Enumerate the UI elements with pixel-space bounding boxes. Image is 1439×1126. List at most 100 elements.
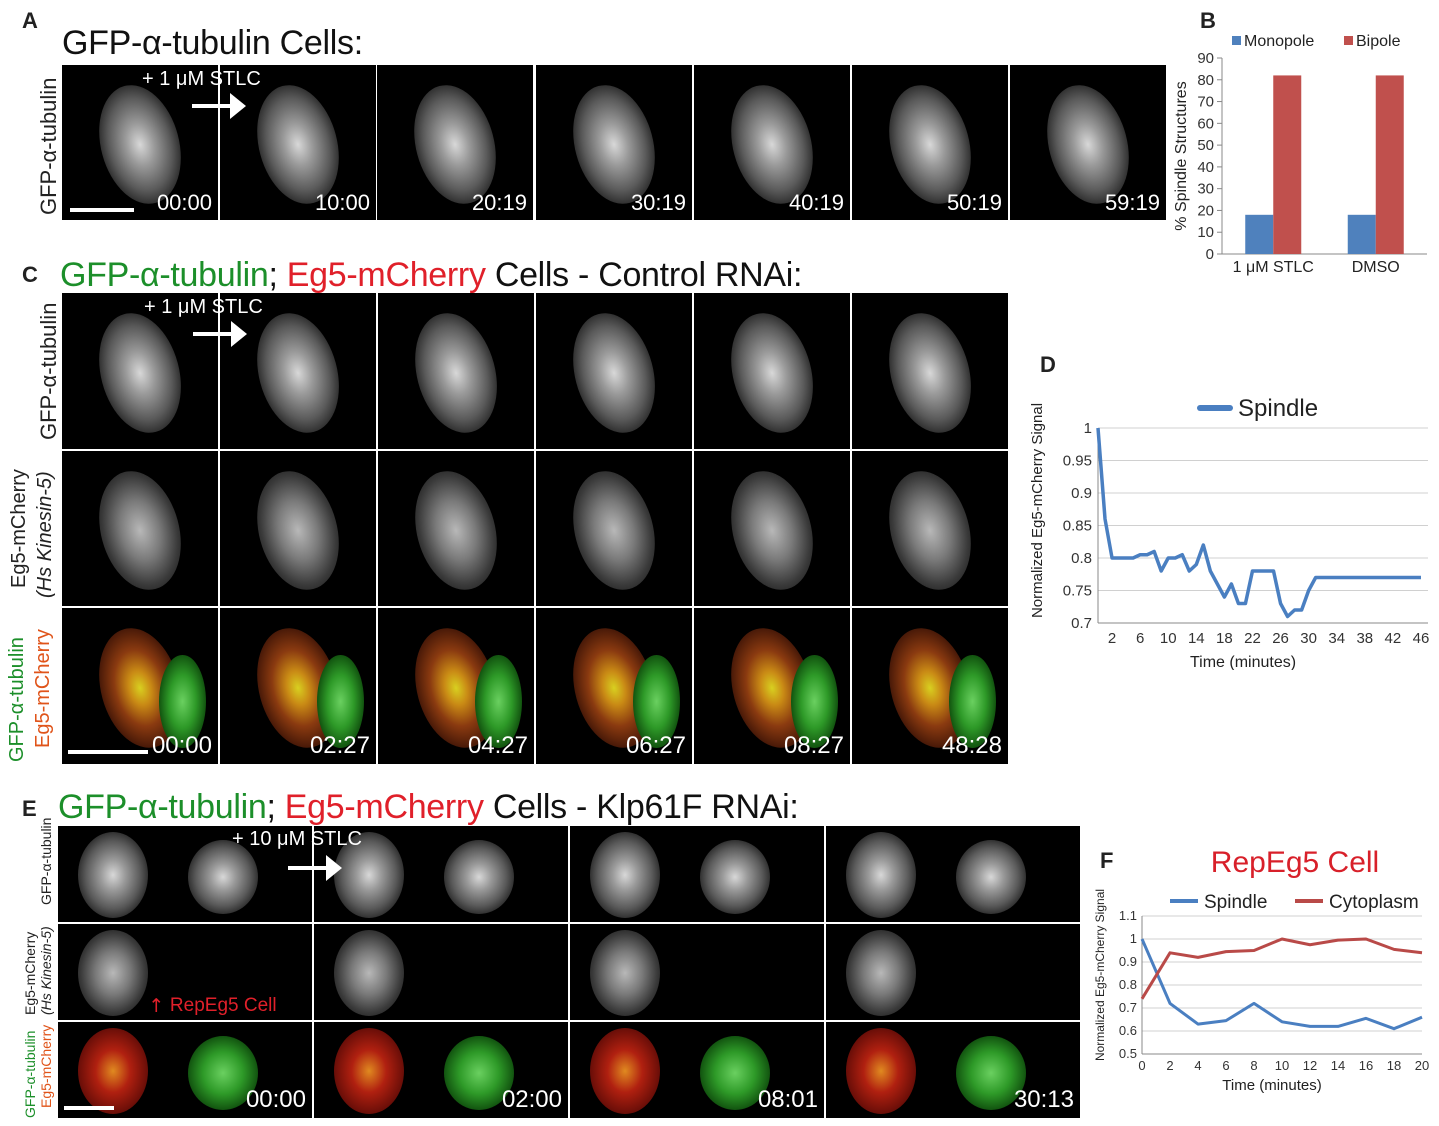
timestamp: 00:00 (245, 1086, 306, 1113)
neighbor-cell (444, 1036, 514, 1110)
neighbor-cell (790, 654, 838, 749)
panel-c-frame-r2-c5: 48:28 (852, 608, 1008, 764)
neighbor-cell (948, 654, 996, 749)
panel-a-frame-3: 30:19 (536, 65, 692, 220)
x-tick-label: 18 (1387, 1058, 1401, 1073)
panel-f-line-chart: 0.5 0.6 0.7 0.8 0.9 1 1.1 0 2 4 6 8 10 12 14 16 18 20 RepE… (1093, 846, 1429, 1094)
legend-label: Monopole (1244, 33, 1314, 50)
neighbor-cell (316, 654, 364, 749)
panel-e-title-rest: Cells - Klp61F RNAi: (492, 788, 799, 826)
panel-c-frame-r0-c3 (536, 293, 692, 449)
neighbor-cell (700, 840, 770, 914)
cell-blob (876, 461, 984, 599)
panel-b-bar-chart: 0 10 20 30 40 50 60 70 80 90 1 μM STLC DMSO % Spindl… (1173, 33, 1427, 276)
x-axis-label: Time (minutes) (1190, 654, 1296, 670)
panel-e-row-label-5: Eg5-mCherry (38, 1024, 54, 1108)
series-line-cytoplasm (1140, 937, 1423, 1000)
panel-c-row-label-2: Eg5-mCherry (8, 469, 30, 588)
panel-c-row-label-1: GFP-α-tubulin (36, 302, 61, 440)
panel-c-frame-r1-c3 (536, 451, 692, 606)
y-tick-label: 0.9 (1071, 485, 1092, 502)
legend-label: Spindle (1238, 395, 1318, 422)
x-tick-label: 20 (1415, 1058, 1429, 1073)
y-tick-label: 40 (1197, 159, 1214, 176)
panel-e-frame-r0-c2 (570, 826, 824, 922)
cell-blob (846, 930, 916, 1016)
timestamp: 08:01 (757, 1086, 818, 1113)
panel-e-frame-r2-c3: 30:13 (826, 1022, 1080, 1118)
timestamp: 50:19 (946, 190, 1002, 215)
panel-c-frame-r0-c0 (62, 293, 218, 449)
x-tick-label: 10 (1275, 1058, 1289, 1073)
timestamp: 59:19 (1104, 190, 1160, 215)
timestamp: 30:19 (630, 190, 686, 215)
panel-c-label: C (22, 262, 38, 287)
scale-bar (70, 208, 134, 212)
x-tick-label: 2 (1166, 1058, 1173, 1073)
panel-a-frame-2: 20:19 (377, 65, 533, 220)
panel-c-row-label-5: Eg5-mCherry (32, 629, 54, 748)
y-tick-label: 0 (1206, 246, 1214, 263)
x-tick-label: 46 (1413, 630, 1430, 647)
timestamp: 10:00 (314, 190, 370, 215)
panel-a-row-label: GFP-α-tubulin (36, 77, 61, 215)
timestamp: 20:19 (471, 190, 527, 215)
panel-a-frame-4: 40:19 (694, 65, 850, 220)
y-tick-label: 1 (1084, 420, 1092, 437)
cell-blob (78, 1028, 148, 1114)
panel-c-title-green: GFP-α-tubulin (60, 256, 269, 294)
panel-c-row-label-3: (Hs Kinesin-5) (34, 471, 56, 598)
panel-e-row-label-3: (Hs Kinesin-5) (38, 926, 54, 1015)
panel-e-frame-r2-c0: 00:00 (58, 1022, 312, 1118)
x-tick-label: 14 (1188, 630, 1205, 647)
timestamp: 30:13 (1013, 1086, 1074, 1113)
timestamp: 06:27 (625, 732, 686, 759)
panel-e-label: E (22, 796, 37, 821)
panel-c-title: GFP-α-tubulin; Eg5-mCherry Cells - Contr… (60, 256, 802, 295)
y-axis-label: Normalized Eg5-mCherry Signal (1029, 403, 1046, 618)
cell-blob (718, 461, 826, 599)
x-tick-label: 30 (1300, 630, 1317, 647)
panel-e-frame-r0-c0 (58, 826, 312, 922)
y-tick-label: 0.75 (1063, 583, 1092, 600)
y-tick-label: 10 (1197, 224, 1214, 241)
panel-a-frame-0: 00:00 (62, 65, 218, 220)
cell-blob (560, 461, 668, 599)
panel-e-row-label-1: GFP-α-tubulin (38, 817, 54, 905)
cell-blob (590, 1028, 660, 1114)
y-tick-label: 0.9 (1119, 954, 1137, 969)
cell-blob (846, 1028, 916, 1114)
panel-e-frame-r0-c1 (314, 826, 568, 922)
timestamp: 08:27 (783, 732, 844, 759)
x-tick-label: 8 (1250, 1058, 1257, 1073)
panel-e-row-label-2: Eg5-mCherry (22, 931, 38, 1015)
panel-a-arrow (192, 93, 246, 119)
y-tick-label: 0.85 (1063, 518, 1092, 535)
y-tick-label: 60 (1197, 115, 1214, 132)
neighbor-cell (956, 1036, 1026, 1110)
panel-c-frame-r0-c4 (694, 293, 850, 449)
cell-blob (590, 832, 660, 918)
x-tick-label: 38 (1356, 630, 1373, 647)
y-tick-label: 0.8 (1119, 977, 1137, 992)
panel-c-frame-r1-c4 (694, 451, 850, 606)
x-tick-label: 6 (1222, 1058, 1229, 1073)
y-tick-label: 20 (1197, 202, 1214, 219)
panel-e-frame-r2-c2: 08:01 (570, 1022, 824, 1118)
panel-e-frame-r1-c3 (826, 924, 1080, 1020)
cell-blob (86, 303, 194, 442)
x-tick-label: 2 (1108, 630, 1116, 647)
x-tick-label: 16 (1359, 1058, 1373, 1073)
panel-a-frame-6: 59:19 (1010, 65, 1166, 220)
x-tick-label: 18 (1216, 630, 1233, 647)
y-tick-label: 80 (1197, 72, 1214, 89)
legend-label: Spindle (1204, 892, 1267, 913)
panel-c-frame-r1-c0 (62, 451, 218, 606)
timestamp: 00:00 (156, 190, 212, 215)
panel-e-frame-r2-c1: 02:00 (314, 1022, 568, 1118)
bar-monopole (1245, 214, 1274, 254)
x-tick-label: 0 (1138, 1058, 1145, 1073)
series-line-spindle (1140, 938, 1423, 1031)
cell-blob (590, 930, 660, 1016)
